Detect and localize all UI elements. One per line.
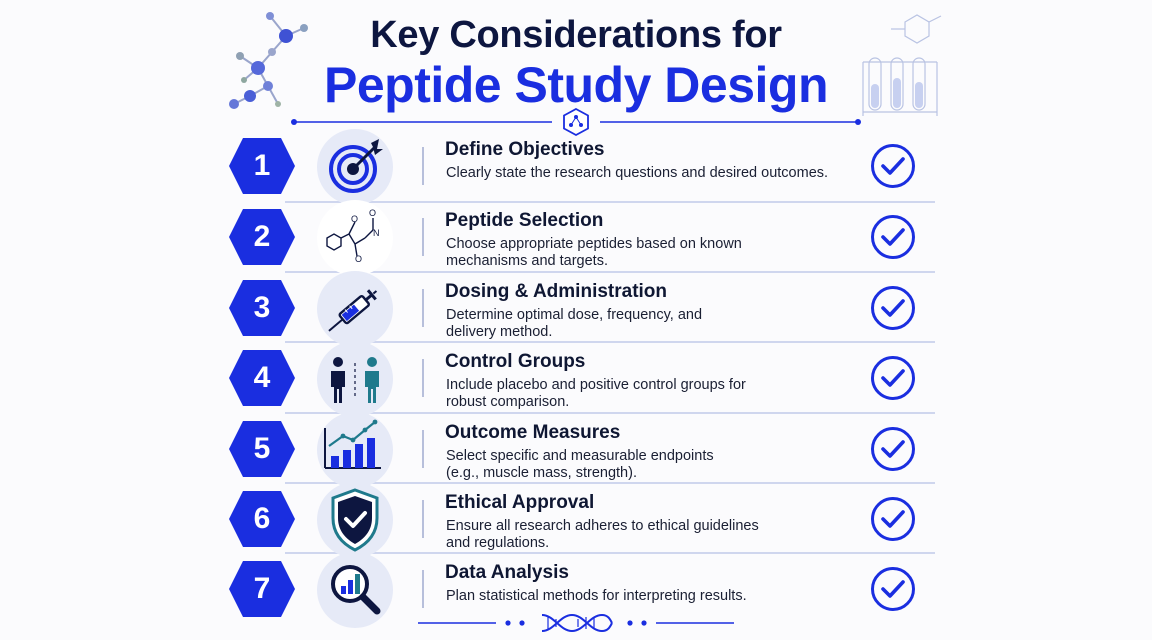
consideration-row-3: 3 Dosing & Administration Determine opti… [225,271,937,347]
consideration-title: Data Analysis [445,562,569,583]
check-icon [870,496,916,542]
divider [422,218,424,256]
consideration-description: Determine optimal dose, frequency, and d… [446,307,703,340]
row-separator [285,341,935,343]
check-icon [870,355,916,401]
page-title-line2: Peptide Study Design [324,57,828,113]
divider [422,500,424,538]
test-tubes-decoration-icon [862,14,942,116]
step-number: 5 [253,432,271,465]
svg-text:O: O [369,208,376,218]
shield-check-icon [317,482,393,558]
number-badge [229,421,295,477]
svg-text:O: O [355,254,362,264]
consideration-row-1: 1 Define Objectives Clearly state the re… [225,129,937,205]
check-icon [870,566,916,612]
divider [422,430,424,468]
consideration-title: Dosing & Administration [445,281,668,302]
title-divider [291,108,861,137]
row-separator [285,482,935,484]
check-icon [870,426,916,472]
step-number: 3 [253,291,271,324]
syringe-icon [317,271,393,347]
row-separator [285,271,935,273]
step-number: 1 [253,149,271,182]
consideration-description: Clearly state the research questions and… [446,165,829,181]
molecule-decoration-icon [229,12,308,109]
number-badge [229,209,295,265]
svg-text:N: N [373,228,380,238]
number-badge [229,280,295,336]
divider [422,147,424,185]
row-separator [285,552,935,554]
consideration-description: Select specific and measurable endpoints… [446,448,714,481]
consideration-title: Ethical Approval [445,492,595,513]
consideration-title: Outcome Measures [445,422,621,443]
check-icon [870,285,916,331]
divider [422,359,424,397]
divider [422,570,424,608]
consideration-description: Plan statistical methods for interpretin… [446,588,747,604]
divider [422,289,424,327]
magnifier-chart-icon [317,552,393,628]
consideration-title: Define Objectives [445,139,605,160]
dna-divider-icon [418,613,734,633]
check-icon [870,214,916,260]
consideration-row-4: 4 Control Groups Include placebo and pos… [225,341,937,417]
people-icon [317,341,393,417]
consideration-title: Control Groups [445,351,586,372]
row-separator [285,412,935,414]
number-badge [229,350,295,406]
svg-text:O: O [351,214,358,224]
consideration-row-5: 5 Outcome Measures Select specific and m… [225,412,937,488]
target-icon [317,129,393,205]
consideration-description: Include placebo and positive control gro… [446,377,746,410]
page-title-line1: Key Considerations for [370,14,782,56]
bar-chart-trend-icon [317,412,393,488]
consideration-title: Peptide Selection [445,210,604,231]
consideration-description: Choose appropriate peptides based on kno… [446,236,742,269]
row-separator [285,201,935,203]
step-number: 6 [253,502,271,535]
consideration-description: Ensure all research adheres to ethical g… [446,518,759,551]
number-badge [229,561,295,617]
check-icon [870,143,916,189]
step-number: 4 [253,361,271,394]
step-number: 7 [253,572,271,605]
step-number: 2 [253,220,271,253]
consideration-row-7: 7 Data Analysis Plan statistical methods… [225,552,937,628]
consideration-row-6: 6 Ethical Approval Ensure all research a… [225,482,937,558]
consideration-row-2: 2 O O N O Peptide Selection Choose appro… [225,200,937,276]
number-badge [229,138,295,194]
number-badge [229,491,295,547]
molecule-structure-icon: O O N O [317,200,393,276]
